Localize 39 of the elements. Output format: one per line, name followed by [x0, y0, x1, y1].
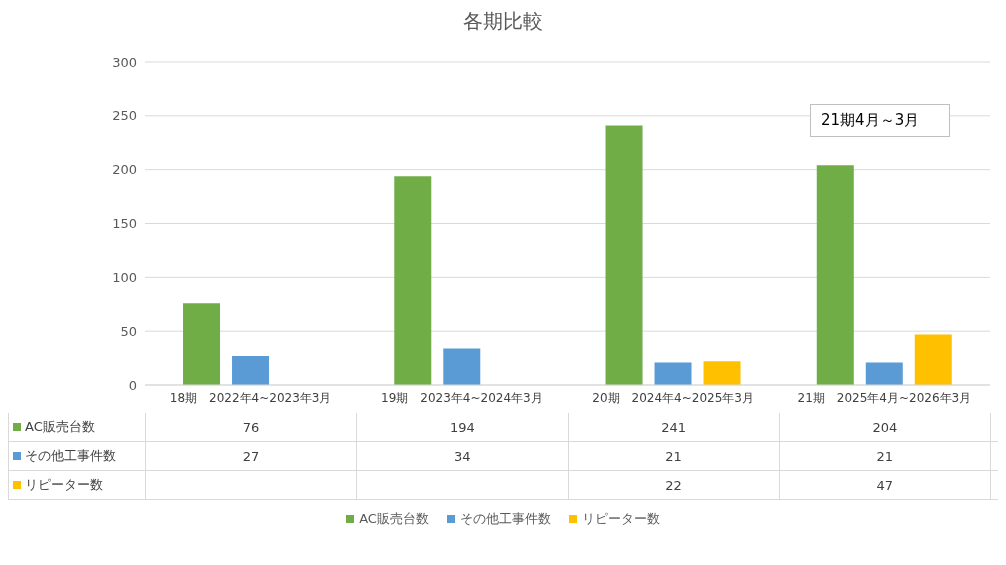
y-tick-label: 250: [112, 108, 137, 124]
legend-label: リピーター数: [581, 510, 660, 528]
y-tick-label: 50: [120, 323, 137, 339]
data-label: 194: [357, 413, 569, 441]
bar: [232, 355, 270, 385]
y-tick-label: 0: [128, 377, 137, 393]
text: AC販売台数: [359, 511, 429, 526]
data-label: 21: [779, 442, 991, 470]
data-label: 76: [146, 413, 358, 441]
data-label: 241: [568, 413, 780, 441]
y-tick-label: 100: [112, 269, 137, 285]
bar: [703, 361, 741, 385]
legend-label: その他工事件数: [459, 510, 551, 528]
y-tick-label: 200: [112, 162, 137, 178]
data-label: 47: [779, 471, 991, 499]
y-tick-label: 150: [112, 216, 137, 232]
annotation: 21期4月～3月: [810, 104, 951, 137]
data-label: 34: [357, 442, 569, 470]
text: リピーター数: [25, 477, 103, 492]
x-tick-label: 18期 2022年4~2023年3月: [169, 390, 332, 405]
bar: [816, 165, 854, 385]
bar: [443, 348, 481, 385]
legend-label: AC販売台数: [25, 418, 95, 436]
data-label: 21: [568, 442, 780, 470]
text: その他工事件数: [25, 448, 116, 463]
y-tick-label: 300: [112, 54, 137, 70]
x-tick-label: 21期 2025年4月~2026年3月: [797, 390, 972, 405]
x-tick-label: 19期 2023年4~2024年3月: [381, 390, 543, 405]
bar: [865, 362, 903, 385]
bar: [394, 176, 432, 385]
bar: [654, 362, 692, 385]
chart-title: 各期比較: [462, 8, 544, 35]
bar: [605, 125, 643, 385]
bar: [183, 303, 221, 385]
data-label: 27: [146, 442, 358, 470]
bar: [914, 334, 952, 385]
x-tick-label: 20期 2024年4~2025年3月: [592, 390, 754, 405]
data-label: 204: [779, 413, 991, 441]
data-label: 22: [568, 471, 780, 499]
